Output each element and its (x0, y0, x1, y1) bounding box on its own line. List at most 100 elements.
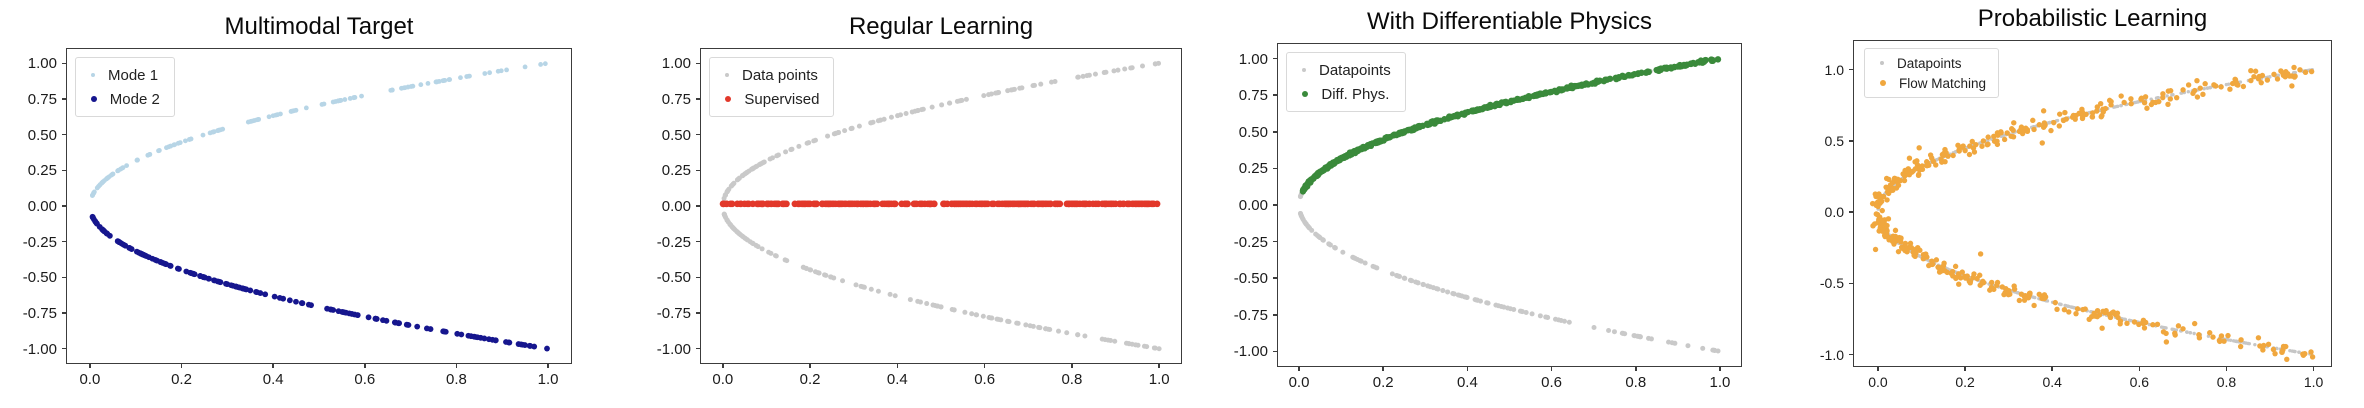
legend-label: Flow Matching (1899, 75, 1987, 91)
legend-regular-learning: Data points Supervised (709, 57, 835, 117)
y-tick-mark (1849, 353, 1854, 356)
legend-label: Mode 2 (109, 90, 160, 108)
legend-probabilistic-learning: Datapoints Flow Matching (1864, 48, 2000, 98)
legend-label: Data points (742, 66, 818, 84)
legend-entry: Data points (714, 63, 819, 87)
y-tick-label: 0.50 (661, 126, 691, 144)
y-tick-mark (696, 240, 701, 243)
y-tick-label: -1.00 (656, 340, 691, 358)
legend-marker-dot (1880, 80, 1886, 86)
y-tick-mark (1273, 131, 1278, 133)
legend-entry: Diff. Phys. (1291, 82, 1391, 106)
y-tick-label: -0.25 (656, 233, 691, 251)
y-tick-label: -0.25 (22, 233, 57, 251)
y-tick-label: 1.0 (1824, 61, 1844, 78)
y-tick-mark (62, 169, 67, 172)
y-tick-mark (1273, 277, 1278, 279)
x-tick-label: 0.6 (354, 371, 376, 388)
y-tick-label: -0.50 (1233, 270, 1268, 288)
y-tick-mark (62, 276, 67, 279)
y-tick-label: 0.50 (27, 126, 57, 144)
x-tick-mark (983, 363, 986, 368)
y-tick-label: 1.00 (1238, 50, 1268, 68)
y-tick-mark (62, 205, 67, 207)
subplot-multimodal-target: Multimodal Target Mode 1 Mode 2 0.0 0.2 0.4… (23, 13, 572, 387)
x-tick-mark (180, 363, 183, 368)
x-tick-label: 0.8 (1625, 374, 1647, 391)
x-tick-label: 0.2 (1372, 374, 1394, 391)
subplot-probabilistic-learning: Probabilistic Learning Datapoints Flow Ma… (1820, 5, 2332, 389)
y-tick-mark (62, 240, 67, 243)
x-tick-label: 0.6 (974, 371, 996, 388)
y-tick-mark (62, 133, 67, 136)
x-tick-label: 1.0 (1709, 374, 1731, 391)
plot-title-probabilistic-learning: Probabilistic Learning (1977, 5, 2208, 32)
x-tick-label: 0.6 (2129, 374, 2150, 390)
x-tick-mark (1635, 366, 1637, 371)
y-tick-mark (1273, 350, 1278, 353)
plot-title-regular-learning: Regular Learning (848, 13, 1034, 40)
legend-entry: Flow Matching (1869, 73, 1986, 93)
y-tick-label: 0.75 (661, 90, 691, 108)
y-tick-mark (696, 347, 701, 350)
subplot-differentiable-physics: With Differentiable Physics Datapoints Di… (1234, 8, 1742, 390)
x-tick-mark (2312, 366, 2315, 371)
legend-label: Diff. Phys. (1321, 85, 1390, 103)
x-tick-label: 0.4 (2042, 374, 2062, 390)
y-tick-label: 0.25 (27, 162, 57, 180)
legend-marker-dot (1302, 68, 1306, 72)
x-tick-label: 0.0 (1288, 374, 1310, 391)
y-tick-mark (62, 347, 67, 350)
x-tick-mark (1550, 366, 1553, 371)
y-tick-label: 0.25 (1238, 160, 1268, 178)
y-tick-label: 0.00 (27, 198, 57, 215)
x-tick-mark (2225, 366, 2228, 371)
y-tick-label: -0.75 (22, 305, 57, 323)
x-tick-mark (1382, 366, 1384, 371)
y-tick-label: -1.0 (1819, 346, 1844, 363)
legend-multimodal-target: Mode 1 Mode 2 (75, 57, 175, 117)
y-tick-label: 0.25 (661, 162, 691, 180)
legend-marker-dot (725, 73, 729, 77)
x-tick-mark (547, 363, 549, 368)
x-tick-label: 1.0 (537, 371, 559, 388)
legend-marker-dot (91, 96, 97, 102)
y-tick-mark (1849, 68, 1854, 71)
y-tick-mark (1849, 140, 1854, 142)
x-tick-mark (1071, 363, 1073, 368)
y-tick-mark (1273, 57, 1278, 60)
x-tick-mark (272, 363, 274, 368)
y-tick-label: -0.75 (1233, 306, 1268, 324)
y-tick-label: 0.0 (1824, 204, 1844, 221)
x-tick-label: 0.2 (1955, 374, 1975, 390)
y-tick-mark (696, 133, 701, 136)
y-tick-label: 1.00 (27, 55, 57, 73)
y-tick-label: 0.00 (1238, 197, 1268, 214)
x-tick-mark (2138, 366, 2141, 371)
legend-entry: Mode 2 (80, 87, 160, 111)
y-tick-mark (696, 98, 701, 100)
x-tick-label: 0.0 (79, 371, 101, 388)
legend-label: Mode 1 (108, 66, 159, 84)
y-tick-mark (696, 276, 701, 279)
plot-title-multimodal-target: Multimodal Target (224, 13, 414, 40)
x-tick-mark (1466, 366, 1469, 371)
plot-title-differentiable-physics: With Differentiable Physics (1367, 8, 1652, 35)
x-tick-mark (1877, 366, 1879, 371)
y-tick-label: -0.25 (1233, 233, 1268, 251)
legend-differentiable-physics: Datapoints Diff. Phys. (1286, 52, 1406, 112)
legend-marker-dot (91, 73, 95, 77)
x-tick-mark (1719, 366, 1721, 371)
x-tick-label: 0.4 (886, 371, 908, 388)
y-tick-label: -0.75 (656, 305, 691, 323)
x-tick-mark (2051, 366, 2053, 371)
subplot-regular-learning: Regular Learning Data points Supervised 0… (657, 13, 1182, 387)
legend-marker-dot (1880, 61, 1884, 65)
legend-label: Supervised (744, 90, 820, 108)
y-tick-mark (1273, 167, 1278, 170)
x-tick-mark (364, 363, 366, 368)
y-tick-mark (696, 62, 701, 65)
x-tick-label: 1.0 (1148, 371, 1170, 388)
y-tick-mark (1273, 240, 1278, 243)
